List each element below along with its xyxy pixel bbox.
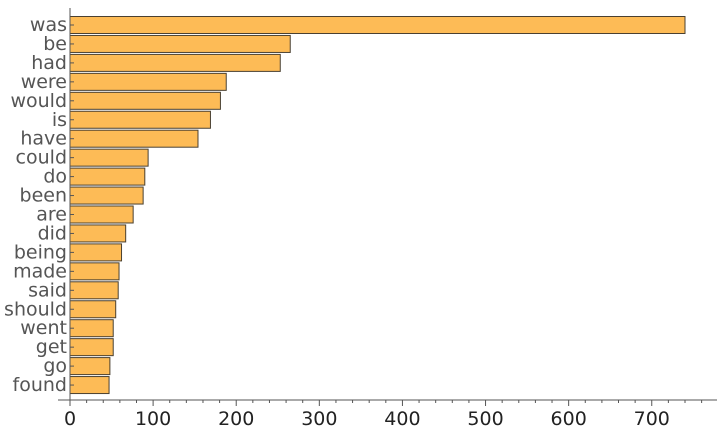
bar-are <box>69 205 134 224</box>
bar-should <box>69 300 117 319</box>
bar-is <box>69 110 211 129</box>
category-label-would: would <box>10 90 67 112</box>
category-label-be: be <box>43 33 67 55</box>
category-label-found: found <box>13 374 67 396</box>
category-label-go: go <box>43 355 67 377</box>
category-label-been: been <box>20 185 67 207</box>
category-label-went: went <box>20 317 67 339</box>
category-label-are: are <box>36 204 67 226</box>
bar-would <box>69 91 221 110</box>
bar-could <box>69 148 149 167</box>
category-label-was: was <box>30 14 67 36</box>
category-label-get: get <box>36 336 67 358</box>
bar-said <box>69 281 119 300</box>
x-tick-label-200: 200 <box>218 408 254 430</box>
category-label-were: were <box>21 71 67 93</box>
bar-had <box>69 53 281 72</box>
bar-found <box>69 376 110 395</box>
bar-go <box>69 357 111 376</box>
bar-did <box>69 224 127 243</box>
category-label-have: have <box>20 128 67 150</box>
bar-being <box>69 243 123 262</box>
x-tick-label-0: 0 <box>64 408 76 430</box>
category-label-had: had <box>31 52 67 74</box>
x-tick-label-300: 300 <box>301 408 337 430</box>
category-label-made: made <box>13 260 67 282</box>
x-tick-label-600: 600 <box>551 408 587 430</box>
bar-do <box>69 167 146 186</box>
category-label-did: did <box>38 222 67 244</box>
bar-have <box>69 129 199 148</box>
x-tick-label-500: 500 <box>467 408 503 430</box>
bar-get <box>69 338 114 357</box>
category-label-do: do <box>43 166 67 188</box>
bar-been <box>69 186 144 205</box>
category-label-said: said <box>28 279 67 301</box>
bar-went <box>69 319 114 338</box>
x-tick-label-100: 100 <box>135 408 171 430</box>
bar-made <box>69 262 120 281</box>
bar-was <box>69 16 686 34</box>
bars-group <box>69 16 686 395</box>
bar-be <box>69 34 291 53</box>
category-label-being: being <box>14 241 67 263</box>
category-label-could: could <box>16 147 67 169</box>
bar-were <box>69 72 227 91</box>
category-label-is: is <box>52 109 67 131</box>
category-label-should: should <box>4 298 67 320</box>
category-labels-group: wasbehadwerewouldishavecoulddobeenaredid… <box>4 14 74 396</box>
x-tick-label-700: 700 <box>634 408 670 430</box>
x-ticks-group: 0 100 200 300 400 500 600 700 <box>64 400 703 430</box>
x-tick-label-400: 400 <box>384 408 420 430</box>
